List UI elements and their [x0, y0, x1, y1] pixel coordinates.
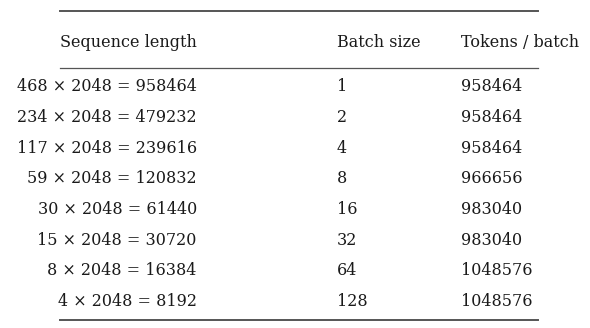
Text: 59 × 2048 = 120832: 59 × 2048 = 120832 — [27, 170, 197, 187]
Text: Sequence length: Sequence length — [60, 33, 197, 51]
Text: 128: 128 — [337, 293, 368, 310]
Text: 1048576: 1048576 — [461, 262, 533, 279]
Text: 958464: 958464 — [461, 139, 523, 156]
Text: 958464: 958464 — [461, 78, 523, 95]
Text: Tokens / batch: Tokens / batch — [461, 33, 579, 51]
Text: 15 × 2048 = 30720: 15 × 2048 = 30720 — [38, 232, 197, 249]
Text: 468 × 2048 = 958464: 468 × 2048 = 958464 — [17, 78, 197, 95]
Text: 4: 4 — [337, 139, 347, 156]
Text: 983040: 983040 — [461, 201, 522, 218]
Text: 983040: 983040 — [461, 232, 522, 249]
Text: 958464: 958464 — [461, 109, 523, 126]
Text: 16: 16 — [337, 201, 357, 218]
Text: 2: 2 — [337, 109, 347, 126]
Text: 966656: 966656 — [461, 170, 523, 187]
Text: 64: 64 — [337, 262, 357, 279]
Text: 30 × 2048 = 61440: 30 × 2048 = 61440 — [38, 201, 197, 218]
Text: 234 × 2048 = 479232: 234 × 2048 = 479232 — [17, 109, 197, 126]
Text: Batch size: Batch size — [337, 33, 420, 51]
Text: 32: 32 — [337, 232, 357, 249]
Text: 117 × 2048 = 239616: 117 × 2048 = 239616 — [17, 139, 197, 156]
Text: 4 × 2048 = 8192: 4 × 2048 = 8192 — [58, 293, 197, 310]
Text: 1: 1 — [337, 78, 347, 95]
Text: 1048576: 1048576 — [461, 293, 533, 310]
Text: 8 × 2048 = 16384: 8 × 2048 = 16384 — [48, 262, 197, 279]
Text: 8: 8 — [337, 170, 347, 187]
